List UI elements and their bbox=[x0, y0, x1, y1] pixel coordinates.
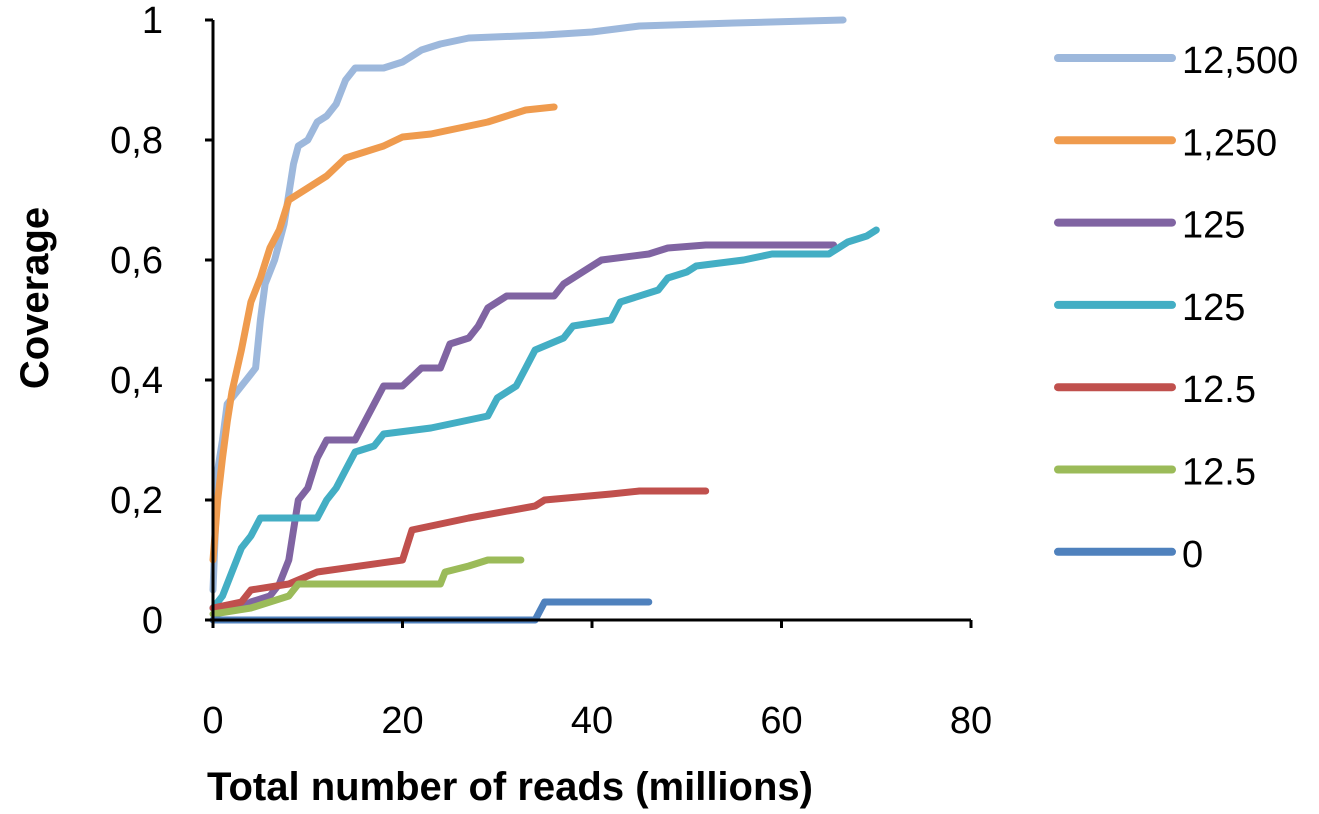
series-line-1 bbox=[209, 103, 558, 564]
legend-label: 12,500 bbox=[1182, 40, 1298, 82]
legend-label: 12.5 bbox=[1182, 369, 1256, 411]
y-tick-label: 0 bbox=[142, 600, 163, 642]
y-tick-label: 0,4 bbox=[110, 360, 163, 402]
y-tick-label: 1 bbox=[142, 0, 163, 42]
x-axis-ticks: 0 20 40 60 80 bbox=[202, 620, 992, 742]
x-tick-label: 80 bbox=[950, 700, 992, 742]
series-line-3 bbox=[209, 226, 880, 612]
legend-label: 1,250 bbox=[1182, 122, 1277, 164]
series-line-2 bbox=[209, 241, 838, 612]
y-axis-ticks: 0 0,2 0,4 0,6 0,8 1 bbox=[110, 0, 213, 642]
series-lines bbox=[209, 16, 880, 624]
y-tick-label: 0,6 bbox=[110, 240, 163, 282]
plot-area: 0 0,2 0,4 0,6 0,8 1 0 20 40 60 80 bbox=[110, 0, 992, 742]
legend-label: 125 bbox=[1182, 287, 1245, 329]
series-line-6 bbox=[209, 598, 653, 624]
y-axis-title: Coverage bbox=[13, 207, 57, 389]
x-axis-title: Total number of reads (millions) bbox=[207, 765, 813, 809]
series-line-4 bbox=[209, 487, 710, 612]
x-tick-label: 20 bbox=[381, 700, 423, 742]
x-tick-label: 60 bbox=[760, 700, 802, 742]
series-line-0 bbox=[209, 16, 847, 594]
y-tick-label: 0,8 bbox=[110, 120, 163, 162]
legend-label: 125 bbox=[1182, 205, 1245, 247]
legend-label: 0 bbox=[1182, 534, 1203, 576]
series-line-5 bbox=[209, 556, 525, 618]
legend: 12,500 1,250 125 125 12.5 12.5 0 bbox=[1054, 40, 1298, 576]
y-tick-label: 0,2 bbox=[110, 480, 163, 522]
x-tick-label: 40 bbox=[571, 700, 613, 742]
legend-label: 12.5 bbox=[1182, 452, 1256, 494]
x-tick-label: 0 bbox=[202, 700, 223, 742]
